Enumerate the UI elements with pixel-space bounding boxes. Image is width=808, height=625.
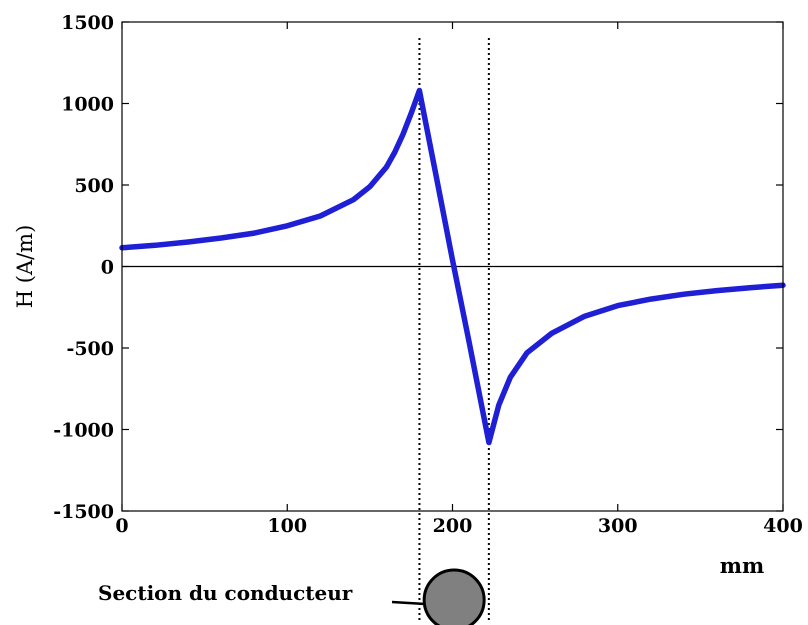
plot-frame: [121, 21, 784, 512]
x-tick-label: 0: [115, 515, 128, 537]
annotation-text: Section du conducteur: [98, 581, 353, 605]
x-axis-title: mm: [720, 553, 764, 578]
series-line: [119, 87, 786, 446]
x-tick-label: 100: [267, 515, 307, 537]
y-tick-label: 500: [74, 175, 114, 197]
y-tick-label: -1000: [53, 420, 114, 442]
x-tick-label: 300: [598, 515, 638, 537]
y-tick-label: -1500: [53, 501, 114, 523]
x-tick-label: 400: [763, 515, 803, 537]
tick-labels: 0 100 200 300 400 -1500 -1000 -500 0 500 1000 1500: [53, 12, 803, 537]
reference-lines: [418, 38, 490, 622]
y-tick-label: 0: [101, 257, 114, 279]
x-tick-label: 200: [433, 515, 473, 537]
y-tick-label: -500: [66, 338, 114, 360]
y-tick-label: 1000: [61, 94, 114, 116]
y-tick-label: 1500: [61, 12, 114, 34]
conductor-cross-section: [422, 568, 486, 625]
y-axis-title: H (A/m): [13, 225, 37, 309]
